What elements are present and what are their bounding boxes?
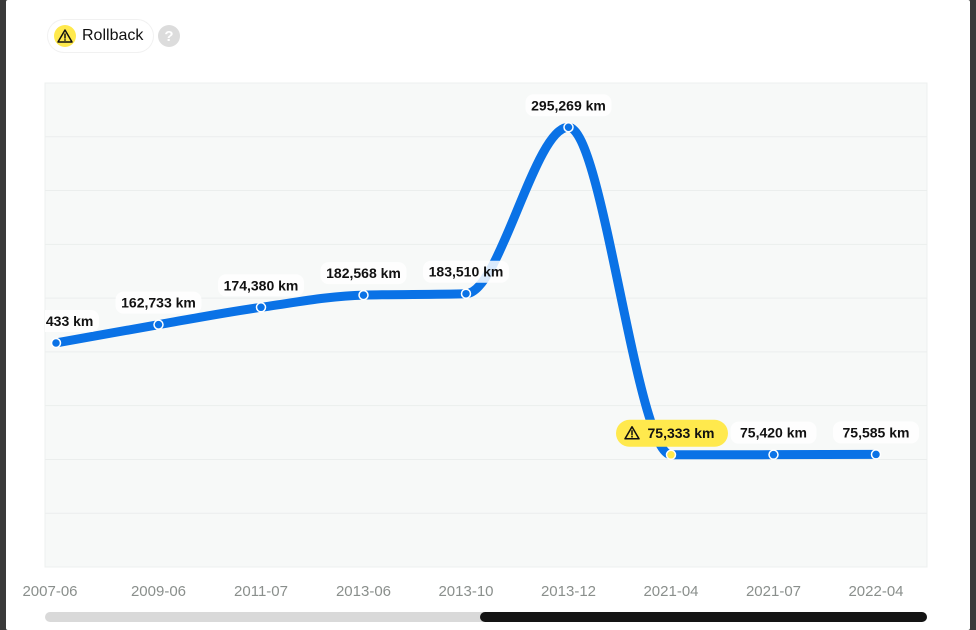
data-label: 183,510 km (429, 264, 504, 280)
data-label: 75,585 km (843, 424, 910, 440)
help-icon[interactable]: ? (158, 25, 180, 47)
data-point[interactable] (768, 449, 779, 460)
data-label: 182,568 km (326, 265, 401, 281)
x-tick-label: 2009-06 (131, 583, 186, 600)
data-point[interactable] (50, 337, 62, 349)
data-label-group: 183,510 km (423, 260, 509, 283)
data-label: 75,333 km (648, 425, 715, 441)
data-point[interactable] (358, 289, 369, 301)
x-tick-label: 2013-10 (438, 583, 493, 600)
data-label: 75,420 km (740, 425, 807, 441)
series-line (51, 122, 881, 460)
plot-area (44, 82, 928, 568)
data-label: 295,269 km (531, 97, 606, 113)
data-label: 174,380 km (224, 277, 299, 293)
x-axis-ticks: 2007-06 2009-06 2011-07 2013-06 2013-10 2013-… (22, 583, 903, 600)
data-label-group: 150,433 km (19, 309, 99, 332)
data-label-group: 75,585 km (833, 421, 919, 444)
x-tick-label: 2021-07 (746, 583, 801, 600)
x-tick-label: 2007-06 (22, 583, 77, 600)
horizontal-scrollbar-thumb[interactable] (480, 612, 927, 622)
data-label: 150,433 km (19, 313, 94, 329)
x-tick-label: 2013-12 (541, 583, 596, 600)
data-label-group: 174,380 km (218, 274, 304, 297)
x-tick-label: 2021-04 (643, 583, 698, 600)
data-label-group: 182,568 km (320, 262, 407, 285)
warning-triangle-icon (54, 25, 76, 47)
x-tick-label: 2013-06 (336, 583, 391, 600)
data-label-group: 295,269 km (525, 94, 612, 117)
data-point[interactable] (255, 302, 267, 313)
data-point[interactable] (153, 319, 164, 330)
x-tick-label: 2022-04 (848, 583, 903, 600)
data-point[interactable] (563, 122, 574, 133)
rollback-label: Rollback (82, 27, 144, 44)
x-tick-label: 2011-07 (234, 583, 288, 600)
data-point[interactable] (460, 288, 472, 299)
data-point[interactable] (665, 449, 677, 461)
warning-triangle-icon (624, 426, 640, 440)
data-label-group: 75,420 km (730, 421, 817, 444)
data-labels: 150,433 km 162,733 km 174,380 km 182,568 km… (19, 94, 919, 447)
data-points (50, 122, 882, 461)
grid-lines (45, 136, 927, 514)
data-label: 162,733 km (121, 295, 196, 311)
data-point[interactable] (870, 449, 882, 460)
rollback-data-label: 75,333 km (616, 419, 728, 447)
data-label-group: 162,733 km (115, 291, 202, 314)
rollback-legend-chip[interactable]: Rollback (48, 20, 154, 52)
